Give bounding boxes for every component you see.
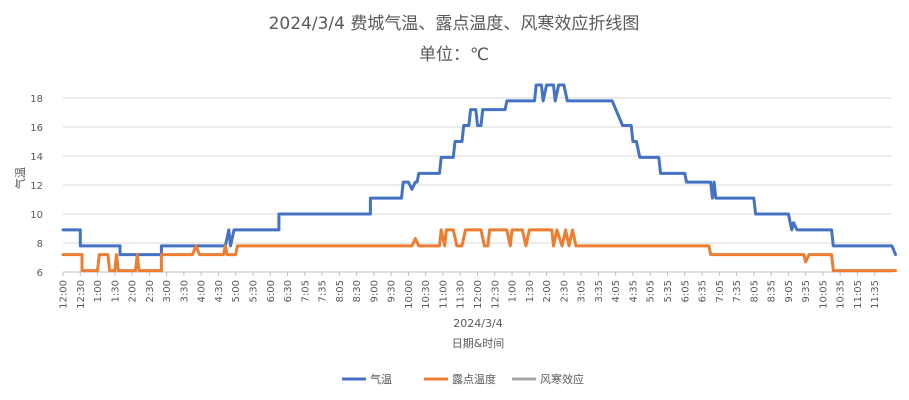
- x-tick-label: 7:05: [300, 280, 311, 302]
- x-axis-label: 日期&时间: [452, 337, 505, 350]
- x-tick-label: 3:05: [577, 280, 588, 302]
- x-tick-label: 8:35: [767, 280, 778, 302]
- chart-title: 2024/3/4 费城气温、露点温度、风寒效应折线图: [269, 14, 640, 34]
- series-line-0: [61, 83, 897, 257]
- x-tick-label: 6:30: [283, 280, 294, 302]
- x-tick-label: 7:35: [318, 280, 329, 302]
- x-tick-label: 3:35: [594, 280, 605, 302]
- x-tick-label: 1:30: [525, 280, 536, 302]
- x-tick-label: 9:35: [801, 280, 812, 302]
- chart-subtitle: 单位：℃: [419, 45, 489, 65]
- x-tick-label: 8:05: [749, 280, 760, 302]
- x-tick-label: 5:30: [248, 280, 259, 302]
- series-lines: [61, 83, 897, 273]
- x-tick-label: 6:35: [698, 280, 709, 302]
- x-tick-label: 10:05: [818, 280, 829, 309]
- x-tick-label: 7:05: [715, 280, 726, 302]
- x-tick-label: 1:00: [93, 280, 104, 302]
- x-tick-label: 12:30: [490, 280, 501, 309]
- legend: 气温 露点温度 风寒效应: [342, 372, 584, 386]
- y-tick-label: 16: [30, 123, 43, 134]
- x-tick-label: 12:30: [76, 280, 87, 309]
- x-tick-label: 5:00: [231, 280, 242, 302]
- x-tick-label: 2:00: [128, 280, 139, 302]
- x-tick-label: 8:30: [352, 280, 363, 302]
- x-tick-label: 2:30: [145, 280, 156, 302]
- x-tick-label: 11:00: [438, 280, 449, 309]
- x-tick-label: 5:05: [646, 280, 657, 302]
- x-tick-label: 1:30: [110, 280, 121, 302]
- x-tick-label: 5:35: [663, 280, 674, 302]
- x-tick-label: 9:30: [387, 280, 398, 302]
- x-tick-label: 7:35: [732, 280, 743, 302]
- x-group-label: 2024/3/4: [453, 317, 502, 330]
- x-tick-label: 1:00: [508, 280, 519, 302]
- x-tick-label: 4:00: [197, 280, 208, 302]
- x-tick-label: 2:00: [542, 280, 553, 302]
- y-tick-label: 6: [37, 268, 43, 279]
- x-tick-label: 10:35: [836, 280, 847, 309]
- x-tick-label: 12:00: [59, 280, 70, 309]
- x-tick-label: 11:30: [456, 280, 467, 309]
- x-tick-label: 6:00: [266, 280, 277, 302]
- y-axis-ticks: 6 8 10 12 14 16 18: [30, 94, 43, 279]
- x-tick-label: 4:30: [214, 280, 225, 302]
- x-tick-label: 12:00: [473, 280, 484, 309]
- x-tick-label: 3:00: [162, 280, 173, 302]
- x-tick-label: 4:35: [628, 280, 639, 302]
- x-tick-label: 9:00: [369, 280, 380, 302]
- y-axis-label: 气温: [13, 167, 27, 189]
- y-tick-label: 12: [30, 181, 43, 192]
- y-tick-label: 18: [30, 94, 43, 105]
- x-tick-label: 10:30: [421, 280, 432, 309]
- x-tick-label: 10:00: [404, 280, 415, 309]
- legend-label-2: 风寒效应: [540, 372, 584, 386]
- y-tick-label: 8: [37, 239, 43, 250]
- legend-label-0: 气温: [370, 372, 392, 386]
- x-tick-label: 4:05: [611, 280, 622, 302]
- legend-label-1: 露点温度: [452, 372, 496, 386]
- x-axis-ticks: 12:00 12:30 1:00 1:30 2:00 2:30 3:00 3:30 4:00 4:…: [59, 280, 882, 309]
- y-tick-label: 10: [30, 210, 43, 221]
- x-tick-label: 8:05: [335, 280, 346, 302]
- x-tick-label: 6:05: [680, 280, 691, 302]
- x-tick-label: 9:05: [784, 280, 795, 302]
- x-tick-label: 11:05: [853, 280, 864, 309]
- x-tick-label: 2:30: [559, 280, 570, 302]
- x-tick-label: 11:35: [870, 280, 881, 309]
- series-line-1: [61, 228, 897, 273]
- y-tick-label: 14: [30, 152, 43, 163]
- x-tick-label: 3:30: [179, 280, 190, 302]
